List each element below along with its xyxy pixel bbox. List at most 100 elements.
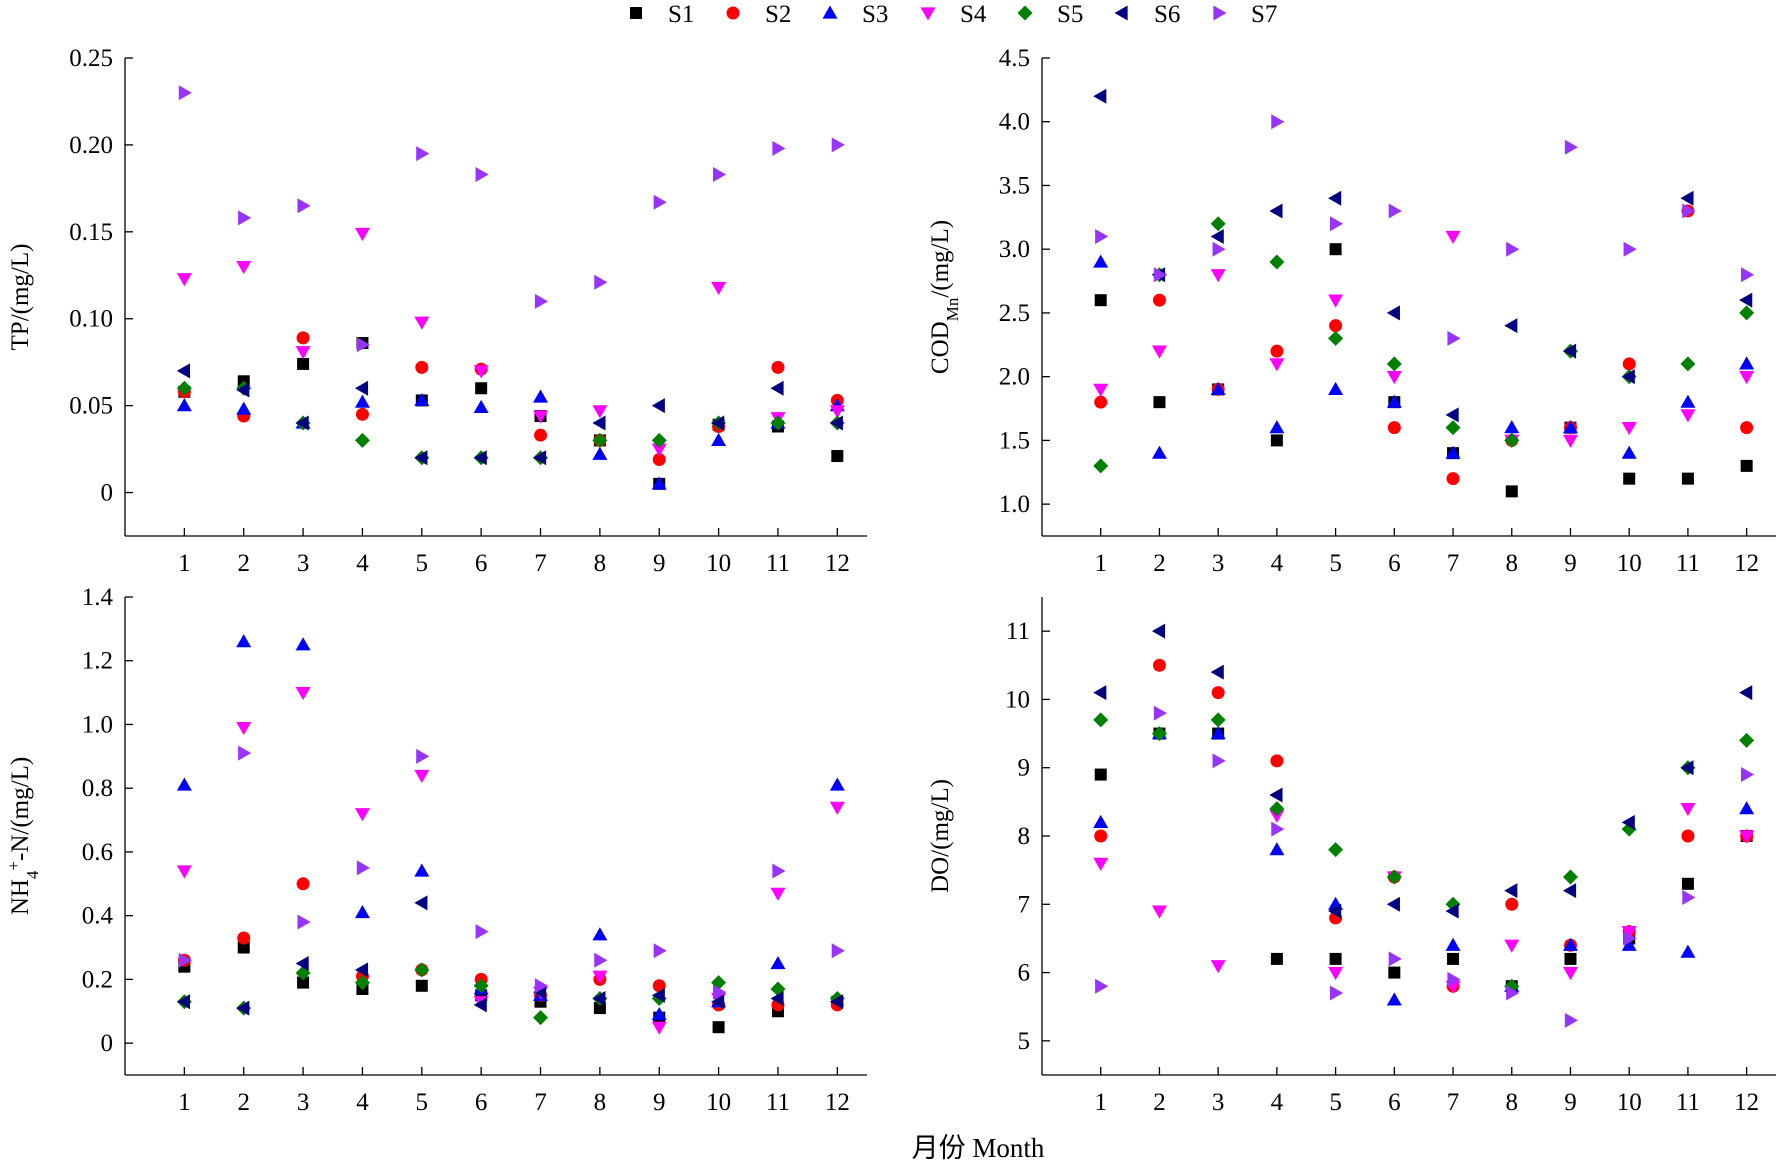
point-s5 (1269, 801, 1285, 817)
point-s3 (592, 927, 608, 941)
point-s5 (1680, 356, 1696, 372)
x-tick-label: 8 (1506, 1089, 1519, 1116)
point-s5 (651, 432, 667, 448)
point-s4 (1093, 383, 1109, 397)
point-s7 (297, 198, 311, 214)
x-tick-label: 3 (297, 550, 310, 577)
point-s7 (1271, 114, 1285, 130)
x-tick-label: 8 (594, 550, 607, 577)
y-tick-label: 4.0 (999, 109, 1030, 136)
point-s4 (236, 260, 252, 275)
point-s6 (592, 991, 606, 1007)
point-s4 (1269, 358, 1285, 372)
point-s5 (1151, 726, 1167, 742)
point-s6 (176, 363, 190, 379)
x-tick-label: 2 (237, 1089, 250, 1116)
point-s6 (1445, 903, 1459, 919)
y-axis-label-nh4: NH4+-N/(mg/L) (4, 757, 42, 915)
point-s6 (1621, 369, 1635, 385)
point-s3 (1386, 992, 1402, 1006)
x-tick-label: 6 (475, 550, 488, 577)
point-s7 (534, 978, 549, 994)
point-s4 (711, 281, 727, 295)
x-tick-label: 7 (1447, 550, 1460, 577)
point-s4 (829, 801, 845, 815)
point-s4 (473, 365, 489, 379)
point-s5 (1210, 216, 1226, 232)
point-s3 (592, 446, 608, 460)
legend-label-s1: S1 (668, 1, 694, 28)
point-s6 (354, 962, 369, 978)
y-tick-label: 7 (1018, 891, 1031, 918)
point-s2 (652, 979, 666, 993)
point-s1 (1329, 952, 1342, 965)
x-tick-label: 7 (534, 550, 547, 577)
point-s3 (1210, 381, 1226, 396)
legend-marker-s7 (1213, 5, 1227, 21)
point-s7 (238, 210, 252, 226)
point-s5 (354, 975, 370, 991)
point-s2 (1094, 395, 1108, 409)
y-tick-label: 0.05 (69, 393, 113, 420)
point-s1 (1564, 952, 1577, 965)
y-tick-label: 0.8 (82, 775, 113, 802)
point-s7 (416, 146, 430, 162)
y-tick-label: 1.5 (999, 427, 1030, 454)
x-tick-label: 1 (1094, 1089, 1107, 1116)
point-s4 (1151, 345, 1167, 359)
point-s3 (1445, 445, 1461, 459)
y-axis-label-tp: TP/(mg/L) (7, 244, 34, 351)
point-s2 (534, 428, 548, 442)
y-tick-label: 2.5 (999, 300, 1030, 327)
series-s5 (1093, 712, 1755, 994)
figure-x-label: 月份 Month (912, 1133, 1045, 1163)
legend-marker-s4 (920, 7, 936, 21)
x-tick-label: 3 (1212, 550, 1225, 577)
series-s5 (1093, 216, 1755, 474)
series-s1 (178, 337, 844, 490)
x-tick-label: 5 (416, 1089, 429, 1116)
point-s4 (295, 686, 311, 701)
point-s4 (1210, 960, 1226, 974)
point-s1 (1740, 459, 1753, 472)
point-s2 (296, 331, 310, 345)
point-s7 (356, 337, 370, 353)
y-tick-label: 10 (1005, 686, 1030, 713)
point-s1 (1447, 952, 1460, 965)
point-s2 (652, 453, 666, 467)
x-tick-label: 11 (766, 1089, 790, 1116)
point-s1 (712, 1021, 725, 1034)
y-tick-label: 0.10 (69, 306, 113, 333)
legend-marker-s2 (726, 6, 740, 20)
point-s1 (1270, 434, 1283, 447)
point-s6 (711, 415, 725, 431)
point-s7 (1623, 241, 1637, 257)
point-s7 (356, 860, 370, 876)
point-s6 (236, 382, 250, 398)
point-s6 (1386, 896, 1400, 912)
point-s4 (1562, 966, 1578, 981)
legend-label-s5: S5 (1057, 1, 1083, 28)
point-s7 (1447, 330, 1461, 346)
y-tick-label: 6 (1018, 960, 1031, 987)
point-s5 (1562, 869, 1578, 885)
point-s4 (1680, 409, 1696, 423)
point-s2 (1094, 829, 1108, 843)
point-s4 (1562, 434, 1578, 448)
x-tick-label: 4 (356, 1089, 369, 1116)
point-s3 (1739, 801, 1755, 815)
point-s5 (1739, 732, 1755, 748)
y-tick-label: 1.2 (82, 648, 113, 675)
series-s5 (176, 962, 845, 1026)
point-s6 (711, 994, 725, 1010)
point-s4 (592, 405, 608, 419)
legend-marker-s5 (1017, 5, 1033, 21)
point-s3 (533, 389, 549, 403)
point-s6 (473, 997, 487, 1013)
x-tick-label: 9 (653, 1089, 666, 1116)
point-s7 (1212, 241, 1226, 257)
panel-tp: 00.050.100.150.200.251 2 3 4 5 6 7 8 9 10 11 12TP/(… (7, 45, 867, 577)
point-s7 (297, 914, 311, 930)
series-s7 (1095, 114, 1755, 346)
series-s1 (1094, 727, 1753, 993)
